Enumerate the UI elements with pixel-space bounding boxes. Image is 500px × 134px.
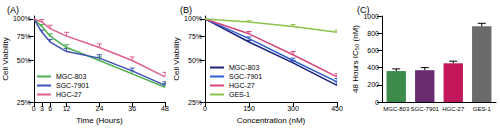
svg-text:HGC-27: HGC-27: [442, 106, 465, 112]
svg-text:MGC-803: MGC-803: [383, 106, 410, 112]
svg-text:1000: 1000: [363, 12, 379, 20]
svg-text:HGC-27: HGC-27: [56, 91, 82, 98]
svg-text:25%: 25%: [17, 99, 31, 106]
svg-text:48 Hours IC₅₀ (nM): 48 Hours IC₅₀ (nM): [351, 25, 360, 93]
svg-text:Cell Viability: Cell Viability: [1, 37, 10, 80]
svg-text:SGC-7901: SGC-7901: [56, 82, 89, 89]
svg-text:SGC-7901: SGC-7901: [229, 73, 262, 80]
svg-text:100%: 100%: [184, 15, 202, 22]
svg-text:Concentration (nM): Concentration (nM): [237, 116, 306, 125]
svg-text:600: 600: [367, 47, 379, 54]
svg-text:(C): (C): [357, 5, 370, 15]
svg-text:(B): (B): [180, 5, 192, 15]
svg-text:75%: 75%: [188, 33, 202, 40]
svg-text:50%: 50%: [188, 57, 202, 64]
svg-text:800: 800: [367, 30, 379, 37]
svg-text:450: 450: [331, 105, 343, 112]
svg-text:0: 0: [375, 99, 379, 106]
svg-text:GES-1: GES-1: [229, 91, 250, 98]
svg-text:24: 24: [96, 105, 104, 112]
svg-text:50%: 50%: [17, 57, 31, 64]
svg-text:75%: 75%: [17, 33, 31, 40]
svg-text:48: 48: [161, 105, 169, 112]
svg-text:100%: 100%: [13, 15, 31, 22]
svg-text:0: 0: [203, 105, 207, 112]
svg-text:Cell Viability: Cell Viability: [172, 37, 181, 80]
svg-text:36: 36: [128, 105, 136, 112]
svg-text:400: 400: [367, 64, 379, 71]
svg-text:12: 12: [63, 105, 71, 112]
svg-text:GES-1: GES-1: [473, 106, 492, 112]
svg-text:150: 150: [243, 105, 255, 112]
svg-text:SGC-7901: SGC-7901: [411, 106, 440, 112]
svg-text:MGC-803: MGC-803: [56, 73, 86, 80]
svg-text:6: 6: [48, 105, 52, 112]
svg-text:(A): (A): [7, 5, 19, 15]
svg-text:200: 200: [367, 81, 379, 88]
svg-text:MGC-803: MGC-803: [229, 64, 259, 71]
svg-text:HGC-27: HGC-27: [229, 82, 255, 89]
svg-text:Time (Hours): Time (Hours): [76, 116, 123, 125]
svg-text:3: 3: [40, 105, 44, 112]
svg-text:0: 0: [32, 105, 36, 112]
svg-text:25%: 25%: [188, 99, 202, 106]
svg-text:300: 300: [287, 105, 299, 112]
